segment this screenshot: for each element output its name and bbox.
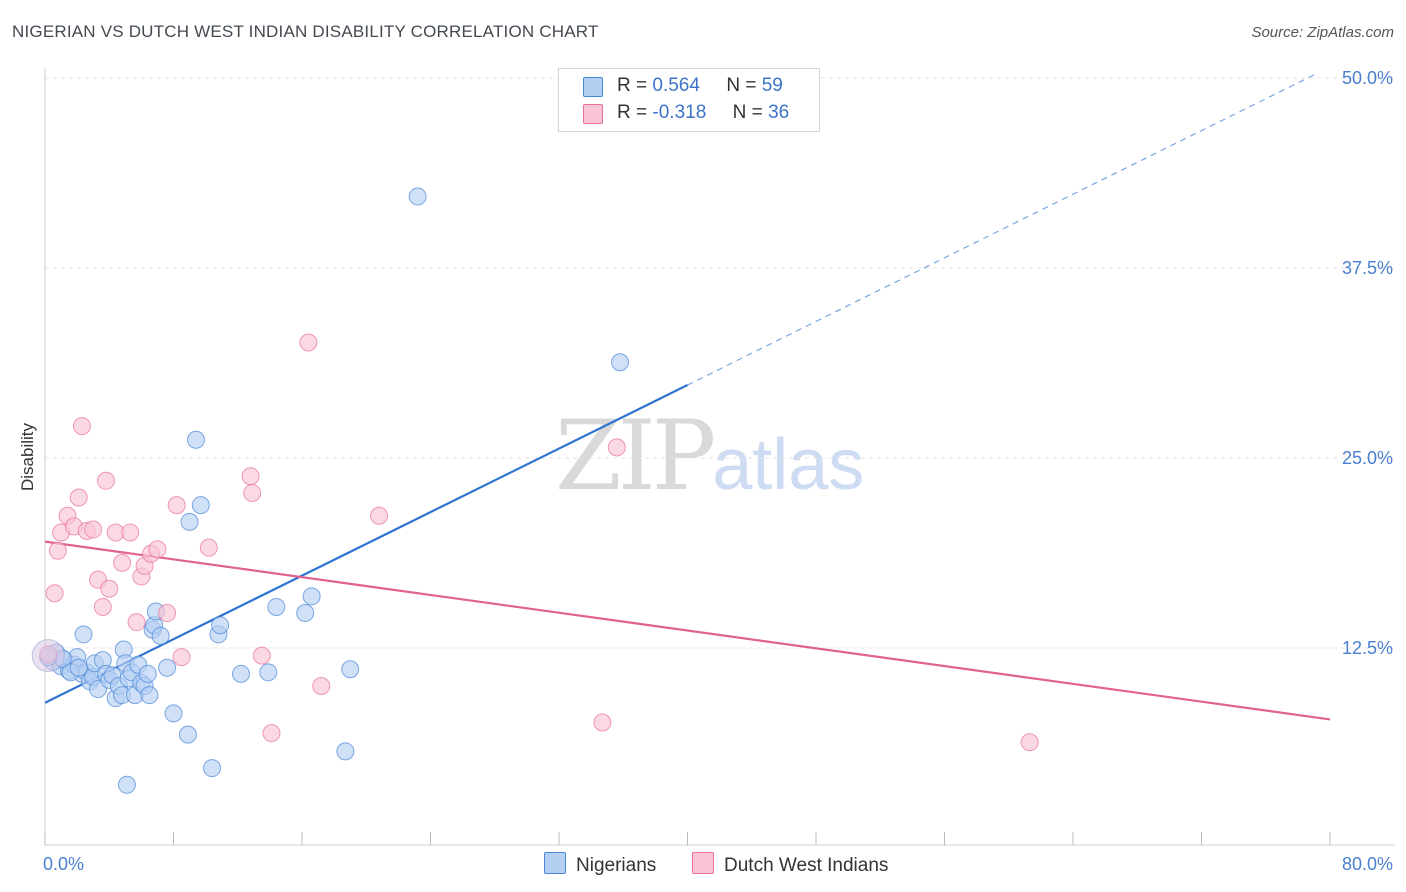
nigerian-point-31 — [140, 686, 159, 705]
dutch-west-indian-trend-line — [44, 540, 1331, 721]
nigerian-point-53 — [611, 353, 630, 372]
nigerian-point-44 — [211, 616, 230, 635]
dutch-west-indian-point-33 — [607, 438, 626, 457]
axes — [44, 68, 1395, 846]
y-tick-label-3: 50.0% — [1342, 68, 1393, 88]
legend-n-value: 36 — [768, 102, 790, 123]
legend-label-nigerians: Nigerians — [576, 855, 657, 876]
nigerian-point-50 — [336, 742, 355, 761]
grid-lines — [45, 77, 1395, 649]
nigerian-point-49 — [302, 587, 321, 606]
legend-n-value: 59 — [761, 75, 783, 96]
nigerian-point-51 — [341, 660, 360, 679]
correlation-legend: R = 0.564 N = 59 R = -0.318 N = 36 — [558, 68, 820, 132]
nigerian-point-35 — [151, 626, 170, 645]
dutch-west-indian-point-29 — [262, 724, 281, 743]
dutch-west-indian-point-32 — [370, 506, 389, 525]
dutch-west-indian-point-11 — [93, 597, 112, 616]
dutch-west-indian-point-31 — [312, 677, 331, 695]
nigerian-trend-line — [44, 384, 688, 704]
legend-r-label: R = — [617, 75, 648, 96]
nigerian-point-48 — [296, 604, 315, 623]
nigerian-point-38 — [178, 725, 197, 744]
nigerian-point-52 — [408, 187, 427, 206]
dutch-west-indian-point-23 — [167, 496, 186, 515]
nigerian-point-45 — [231, 664, 250, 683]
dutch-west-indian-point-34 — [593, 713, 612, 732]
axis-labels: 12.5% 25.0% 37.5% 50.0% 0.0% 80.0% Disability — [18, 68, 1393, 874]
nigerian-point-37 — [164, 704, 183, 723]
dutch-west-indian-point-17 — [127, 613, 146, 632]
dutch-west-indian-point-24 — [172, 648, 191, 667]
dutch-west-indian-point-22 — [158, 604, 177, 623]
x-tick-label-end: 80.0% — [1342, 854, 1393, 874]
nigerian-point-46 — [259, 663, 278, 682]
dutch-west-indian-point-13 — [100, 579, 119, 598]
watermark-atlas: atlas — [712, 425, 865, 505]
legend-swatch-blue — [583, 77, 603, 97]
dutch-west-indian-point-15 — [113, 553, 132, 572]
legend-r-value: 0.564 — [652, 75, 700, 96]
y-tick-label-0: 12.5% — [1342, 638, 1393, 658]
nigerian-point-39 — [186, 430, 205, 449]
dutch-west-indian-point-27 — [243, 483, 262, 502]
watermark-zip: ZIP — [555, 400, 716, 512]
dutch-west-indian-point-21 — [148, 540, 167, 559]
nigerian-point-57 — [69, 658, 88, 677]
nigerian-point-54 — [117, 775, 136, 794]
nigerian-point-47 — [267, 597, 286, 616]
cluster-point — [31, 639, 65, 673]
legend-swatch-pink — [583, 104, 603, 124]
legend-item-nigerians: Nigerians — [544, 852, 656, 877]
nigerian-point-42 — [203, 759, 222, 778]
dutch-west-indian-point-16 — [121, 523, 140, 542]
chart-title: NIGERIAN VS DUTCH WEST INDIAN DISABILITY… — [12, 22, 599, 41]
dutch-west-indian-point-35 — [1020, 733, 1039, 752]
nigerian-point-41 — [191, 496, 210, 515]
dutch-west-indian-point-1 — [45, 584, 64, 603]
trend-lines — [44, 74, 1331, 721]
legend-n-label: N = — [732, 102, 763, 123]
dutch-west-indian-point-30 — [299, 333, 318, 352]
source-label: Source: ZipAtlas.com — [1251, 24, 1394, 41]
legend-r-value: -0.318 — [652, 102, 707, 123]
legend-swatch-nigerians — [544, 852, 566, 874]
dutch-west-indian-point-26 — [241, 467, 260, 486]
nigerian-point-36 — [158, 658, 177, 677]
x-tick-label-start: 0.0% — [43, 854, 84, 874]
nigerian-point-40 — [180, 512, 199, 531]
legend-item-dutch-west-indians: Dutch West Indians — [692, 852, 888, 877]
nigerian-point-10 — [74, 625, 93, 644]
legend-swatch-dutch-west-indians — [692, 852, 714, 874]
watermark: ZIPatlas — [555, 400, 864, 512]
dutch-west-indian-point-12 — [97, 471, 116, 490]
nigerian-point-30 — [138, 664, 157, 683]
legend-n-label: N = — [726, 75, 757, 96]
legend-label-dutch-west-indians: Dutch West Indians — [724, 855, 889, 876]
dutch-west-indian-point-7 — [72, 417, 91, 436]
y-tick-label-1: 25.0% — [1342, 448, 1393, 468]
data-points — [31, 187, 1039, 794]
legend-r-label: R = — [617, 102, 648, 123]
y-tick-label-2: 37.5% — [1342, 258, 1393, 278]
dutch-west-indian-point-9 — [84, 520, 103, 539]
dutch-west-indian-point-25 — [199, 538, 218, 557]
y-axis-label: Disability — [18, 422, 37, 491]
dutch-west-indian-point-28 — [252, 646, 271, 665]
dutch-west-indian-point-2 — [48, 541, 67, 560]
dutch-west-indian-point-6 — [69, 488, 88, 507]
